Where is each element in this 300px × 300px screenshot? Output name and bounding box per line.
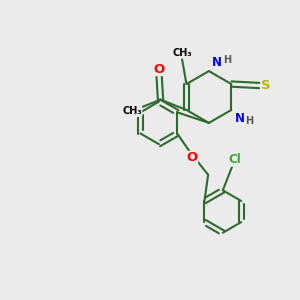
Text: N: N	[212, 56, 222, 69]
Text: S: S	[261, 79, 271, 92]
Text: O: O	[153, 62, 165, 76]
Text: N: N	[235, 112, 244, 125]
Text: H: H	[245, 116, 253, 126]
Text: CH₃: CH₃	[122, 106, 142, 116]
Text: O: O	[186, 152, 197, 164]
Text: CH₃: CH₃	[172, 48, 192, 58]
Text: Cl: Cl	[228, 153, 241, 166]
Text: H: H	[223, 55, 231, 65]
